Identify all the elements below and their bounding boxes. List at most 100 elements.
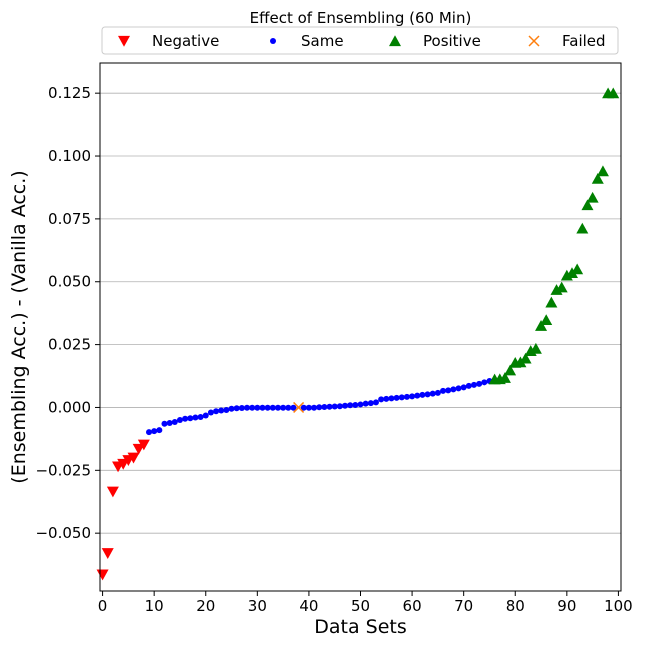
data-point-positive (514, 356, 527, 368)
data-point-same (182, 415, 189, 422)
data-point-positive (607, 87, 620, 99)
legend-label: Failed (562, 32, 606, 50)
data-point-same (352, 401, 359, 408)
data-point-same (228, 405, 235, 412)
data-point-same (316, 404, 323, 411)
x-tick-label: 60 (403, 597, 422, 615)
data-point-same (409, 393, 416, 400)
series-failed (293, 401, 305, 413)
data-point-same (161, 420, 168, 427)
legend-label: Negative (152, 32, 219, 50)
data-point-same (207, 409, 214, 416)
y-tick-label: −0.050 (35, 524, 91, 542)
y-tick-label: 0.100 (48, 147, 91, 165)
data-point-same (347, 402, 354, 409)
data-point-same (259, 404, 266, 411)
y-tick-label: −0.025 (35, 461, 91, 479)
data-points (96, 87, 620, 581)
y-tick-label: 0.125 (48, 84, 91, 102)
x-tick-label: 30 (248, 597, 267, 615)
data-point-same (440, 387, 447, 394)
data-point-same (403, 393, 410, 400)
data-point-same (460, 384, 467, 391)
data-point-same (465, 382, 472, 389)
data-point-same (192, 414, 199, 421)
series-negative (96, 439, 150, 581)
x-axis-label: Data Sets (314, 616, 407, 638)
data-point-negative (106, 486, 119, 498)
data-point-same (450, 386, 457, 393)
data-point-positive (529, 342, 542, 354)
data-point-same (321, 403, 328, 410)
x-tick-label: 0 (98, 597, 108, 615)
data-point-same (300, 404, 307, 411)
y-axis: −0.050 −0.025 0.000 0.025 0.050 0.075 0.100 0.1… (35, 84, 100, 542)
legend-entry-failed: Failed (528, 32, 606, 50)
x-axis: 0 10 20 30 40 50 60 70 80 90 100 (98, 591, 633, 615)
data-point-same (476, 380, 483, 387)
data-point-same (424, 391, 431, 398)
data-point-positive (504, 364, 517, 376)
data-point-same (156, 427, 163, 434)
legend-marker-positive (389, 35, 401, 47)
data-point-same (202, 412, 209, 419)
data-point-negative (101, 548, 114, 559)
data-point-same (357, 401, 364, 408)
data-point-negative (132, 443, 145, 455)
data-point-positive (540, 314, 553, 326)
y-axis-label: (Ensembling Acc.) - (Vanilla Acc.) (8, 170, 30, 483)
data-point-same (197, 414, 204, 421)
data-point-positive (519, 352, 532, 364)
x-tick-label: 100 (604, 597, 633, 615)
data-point-same (171, 419, 178, 426)
series-same (146, 378, 493, 436)
data-point-same (481, 379, 488, 386)
data-point-same (218, 407, 225, 414)
data-point-same (290, 404, 297, 411)
data-point-same (367, 400, 374, 407)
legend-box (101, 26, 619, 55)
data-point-same (311, 404, 318, 411)
data-point-positive (535, 320, 548, 331)
data-point-same (393, 394, 400, 401)
data-point-same (244, 404, 251, 411)
y-tick-label: 0.075 (48, 210, 91, 228)
data-point-same (187, 415, 194, 422)
data-point-positive (586, 191, 599, 203)
data-point-same (383, 395, 390, 402)
data-point-negative (137, 439, 150, 451)
data-point-positive (576, 222, 589, 234)
legend-title: Effect of Ensembling (60 Min) (250, 9, 472, 27)
data-point-same (362, 400, 369, 407)
data-point-same (434, 389, 441, 396)
data-point-same (280, 404, 287, 411)
data-point-same (414, 392, 421, 399)
data-point-positive (596, 165, 609, 177)
data-point-same (470, 381, 477, 388)
data-point-same (342, 402, 349, 409)
data-point-same (264, 404, 271, 411)
data-point-same (305, 404, 312, 411)
y-tick-label: 0.000 (48, 398, 91, 416)
legend-marker-failed (528, 35, 540, 47)
data-point-positive (545, 296, 558, 308)
data-point-same (378, 396, 385, 403)
legend-marker-same (270, 38, 276, 44)
data-point-same (419, 391, 426, 398)
data-point-same (331, 403, 338, 410)
legend-entry-negative: Negative (118, 32, 219, 50)
data-point-negative (127, 452, 140, 464)
data-point-same (388, 395, 395, 402)
y-tick-label: 0.050 (48, 273, 91, 291)
data-point-same (146, 429, 153, 436)
data-point-positive (555, 281, 568, 293)
data-point-same (223, 406, 230, 413)
data-point-positive (581, 199, 594, 211)
data-point-same (429, 390, 436, 397)
legend-entries: Negative Same Positive Failed (118, 32, 606, 50)
data-point-same (166, 420, 173, 427)
data-point-same (213, 408, 220, 415)
x-tick-label: 20 (196, 597, 215, 615)
x-tick-label: 50 (351, 597, 370, 615)
